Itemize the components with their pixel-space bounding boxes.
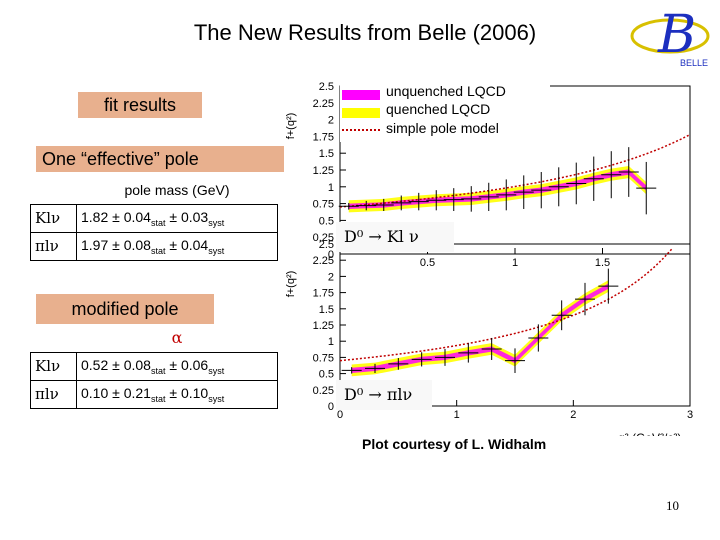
row-value: 0.52 ± 0.08stat ± 0.06syst [76, 351, 278, 381]
fit-results-label: fit results [78, 92, 202, 118]
logo-letter: B [657, 5, 696, 65]
y-tick-label: 0.75 [313, 352, 334, 364]
row-value: 1.82 ± 0.04stat ± 0.03syst [76, 203, 278, 233]
x-tick-label: 1 [512, 257, 518, 269]
y-tick-label: 0.25 [313, 232, 334, 244]
modified-pole-table: α Klν 0.52 ± 0.08stat ± 0.06syst πlν 0.1… [30, 324, 278, 409]
row-label: πlν [30, 231, 77, 261]
d0-pi-label: D⁰ → πlν [336, 380, 432, 410]
y-tick-label: 2.25 [313, 255, 334, 267]
y-tick-label: 2.5 [319, 81, 334, 93]
table-row: πlν 0.10 ± 0.21stat ± 0.10syst [30, 379, 278, 409]
x-axis-label: q² (GeV²/c²) [618, 431, 681, 436]
belle-logo: B BELLE [630, 0, 714, 70]
legend-item: simple pole model [386, 120, 499, 136]
y-tick-label: 2 [328, 115, 334, 127]
y-tick-label: 1 [328, 182, 334, 194]
d0-k-label: D⁰ → Kl ν [336, 222, 454, 252]
y-tick-label: 0 [328, 401, 334, 413]
y-tick-label: 1.75 [313, 131, 334, 143]
table-row: Klν 0.52 ± 0.08stat ± 0.06syst [30, 351, 278, 381]
y-tick-label: 1 [328, 336, 334, 348]
quenched-band [351, 280, 609, 377]
pole-model-curve [339, 133, 691, 208]
modified-pole-label: modified pole [36, 294, 214, 324]
y-tick-label: 1.75 [313, 288, 334, 300]
row-value: 1.97 ± 0.08stat ± 0.04syst [76, 231, 278, 261]
legend-swatch-quenched [342, 108, 380, 118]
x-tick-label: 3 [687, 409, 693, 421]
x-tick-label: 0.5 [420, 257, 435, 269]
y-tick-label: 1.25 [313, 320, 334, 332]
y-axis-label: f+(q²) [285, 271, 297, 298]
row-value: 0.10 ± 0.21stat ± 0.10syst [76, 379, 278, 409]
x-tick-label: 1 [454, 409, 460, 421]
legend-swatch-unquenched [342, 90, 380, 100]
table-row: Klν 1.82 ± 0.04stat ± 0.03syst [30, 203, 278, 233]
pole-model-curve [339, 247, 674, 362]
y-tick-label: 2.25 [313, 98, 334, 110]
alpha-header: α [76, 324, 278, 353]
logo-text: BELLE [680, 58, 708, 68]
x-tick-label: 2 [570, 409, 576, 421]
y-tick-label: 2.5 [319, 239, 334, 251]
x-tick-label: 1.5 [595, 257, 610, 269]
effective-pole-label: One “effective” pole [36, 146, 284, 172]
page-title: The New Results from Belle (2006) [193, 20, 537, 45]
y-tick-label: 0 [328, 249, 334, 261]
row-label: Klν [30, 203, 77, 233]
legend-item: unquenched LQCD [386, 83, 506, 99]
unquenched-band [351, 283, 609, 373]
y-tick-label: 0.75 [313, 199, 334, 211]
unquenched-band [348, 169, 647, 209]
y-axis-label: f+(q²) [285, 113, 297, 140]
table-row: πlν 1.97 ± 0.08stat ± 0.04syst [30, 231, 278, 261]
y-tick-label: 1.25 [313, 165, 334, 177]
legend: unquenched LQCD quenched LQCD simple pol… [340, 80, 550, 142]
y-tick-label: 1.5 [319, 304, 334, 316]
row-label: πlν [30, 379, 77, 409]
plot-courtesy: Plot courtesy of L. Widhalm [362, 436, 547, 452]
page-number: 10 [666, 498, 679, 513]
pole-mass-header: pole mass (GeV) [76, 176, 278, 205]
y-tick-label: 1.5 [319, 148, 334, 160]
y-tick-label: 0.5 [319, 215, 334, 227]
legend-item: quenched LQCD [386, 101, 490, 117]
x-tick-label: 0 [337, 409, 343, 421]
row-label: Klν [30, 351, 77, 381]
y-tick-label: 2 [328, 271, 334, 283]
y-tick-label: 0.5 [319, 369, 334, 381]
effective-pole-table: pole mass (GeV) Klν 1.82 ± 0.04stat ± 0.… [30, 176, 278, 261]
y-tick-label: 0.25 [313, 385, 334, 397]
